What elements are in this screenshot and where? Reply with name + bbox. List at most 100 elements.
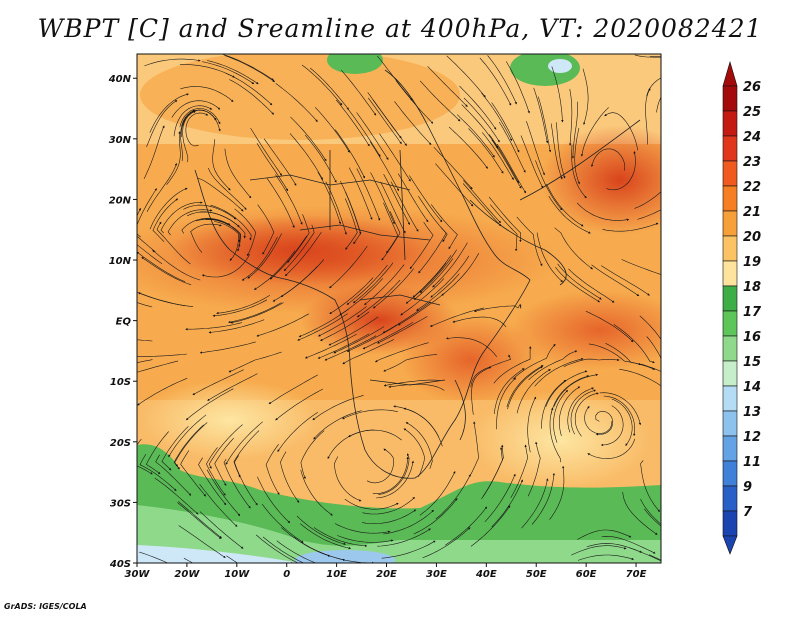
streamline bbox=[377, 55, 413, 101]
streamline bbox=[296, 515, 346, 545]
streamline bbox=[241, 236, 278, 281]
streamline bbox=[441, 253, 480, 296]
streamline bbox=[370, 172, 395, 225]
streamline bbox=[507, 366, 543, 410]
streamline bbox=[228, 351, 282, 373]
streamline bbox=[568, 88, 573, 146]
streamline bbox=[223, 54, 274, 81]
colorbar-segment bbox=[722, 235, 738, 262]
streamline bbox=[538, 96, 552, 153]
streamline bbox=[582, 68, 589, 125]
streamline bbox=[470, 505, 511, 547]
streamline bbox=[397, 292, 445, 326]
streamline bbox=[208, 319, 265, 334]
streamline bbox=[487, 55, 517, 105]
streamline bbox=[551, 66, 564, 123]
streamline bbox=[520, 135, 544, 189]
streamline bbox=[553, 373, 599, 407]
streamline bbox=[405, 422, 433, 469]
streamline bbox=[137, 207, 156, 253]
streamline bbox=[463, 180, 502, 224]
streamline bbox=[283, 224, 315, 272]
streamline bbox=[383, 202, 399, 254]
colorbar-segment bbox=[722, 485, 738, 512]
streamline bbox=[137, 291, 186, 307]
streamline bbox=[214, 221, 239, 261]
colorbar-segment bbox=[722, 110, 738, 137]
lon-tick-label: 10E bbox=[326, 569, 347, 580]
streamline bbox=[216, 295, 271, 315]
streamline bbox=[138, 551, 169, 563]
streamline bbox=[481, 132, 514, 181]
streamline bbox=[202, 61, 255, 85]
streamline bbox=[225, 421, 263, 465]
streamline bbox=[383, 509, 435, 535]
streamline bbox=[257, 204, 275, 255]
colorbar-label: 17 bbox=[743, 305, 762, 320]
streamline bbox=[137, 301, 138, 303]
streamline bbox=[180, 450, 206, 497]
streamline bbox=[178, 525, 226, 558]
streamline bbox=[275, 83, 318, 122]
streamline bbox=[446, 55, 486, 98]
streamline bbox=[377, 528, 431, 547]
streamline bbox=[341, 70, 377, 116]
streamline bbox=[409, 222, 434, 270]
streamline bbox=[345, 191, 362, 245]
streamline bbox=[325, 181, 347, 235]
streamline bbox=[591, 264, 640, 297]
streamline bbox=[199, 511, 244, 549]
streamline bbox=[611, 398, 633, 446]
streamline bbox=[488, 196, 522, 243]
streamline bbox=[137, 359, 153, 363]
streamline bbox=[430, 255, 470, 298]
streamline bbox=[277, 411, 319, 452]
streamline bbox=[233, 430, 260, 478]
streamline bbox=[383, 379, 441, 387]
streamline bbox=[335, 99, 370, 147]
colorbar-label: 23 bbox=[743, 155, 761, 170]
streamline bbox=[602, 222, 659, 232]
streamline bbox=[290, 116, 327, 162]
streamline bbox=[160, 201, 203, 234]
streamline bbox=[137, 353, 187, 357]
streamline bbox=[143, 125, 165, 180]
streamline bbox=[167, 209, 213, 236]
streamline bbox=[281, 527, 331, 557]
streamline bbox=[640, 460, 660, 513]
streamline bbox=[190, 223, 222, 253]
streamline bbox=[419, 471, 456, 516]
streamline bbox=[496, 143, 527, 194]
streamline bbox=[149, 93, 189, 133]
streamline bbox=[234, 208, 257, 257]
colorbar-label: 16 bbox=[743, 330, 761, 345]
streamline bbox=[372, 456, 409, 494]
streamline bbox=[187, 211, 240, 228]
streamline bbox=[634, 191, 661, 209]
streamline bbox=[570, 389, 597, 435]
colorbar-segment bbox=[722, 285, 738, 312]
streamline bbox=[226, 555, 239, 563]
colorbar-label: 7 bbox=[743, 505, 753, 520]
streamline bbox=[606, 151, 636, 191]
streamline bbox=[409, 175, 443, 223]
streamline bbox=[613, 324, 655, 364]
streamline bbox=[367, 97, 402, 145]
colorbar-label: 20 bbox=[743, 230, 761, 245]
streamline bbox=[463, 97, 500, 143]
streamline bbox=[137, 251, 186, 282]
lon-tick-label: 50E bbox=[526, 569, 547, 580]
streamline bbox=[516, 216, 543, 267]
streamline bbox=[488, 134, 519, 184]
streamline bbox=[137, 377, 188, 406]
streamline bbox=[586, 543, 643, 553]
lon-tick-label: 60E bbox=[576, 569, 597, 580]
streamline bbox=[433, 146, 473, 190]
streamline bbox=[576, 202, 630, 221]
streamline bbox=[265, 444, 280, 495]
streamline bbox=[646, 336, 661, 360]
streamline bbox=[329, 277, 374, 315]
streamline bbox=[173, 424, 204, 470]
streamline bbox=[362, 322, 414, 350]
streamline bbox=[419, 80, 461, 122]
